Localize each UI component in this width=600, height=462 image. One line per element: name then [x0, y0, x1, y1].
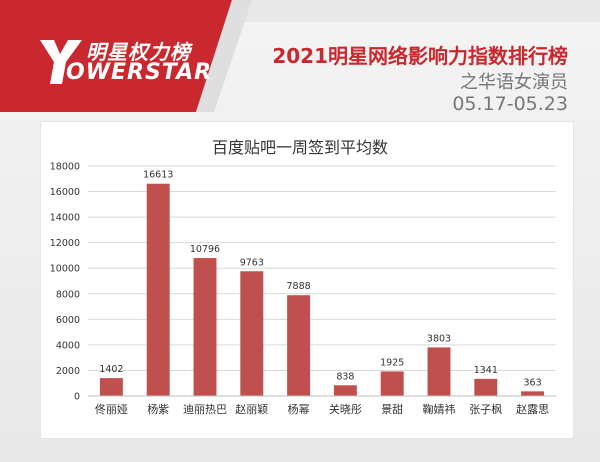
y-tick-label: 14000 [50, 213, 80, 224]
data-label: 16613 [143, 170, 173, 181]
logo-chinese-text: 明星权力榜 [86, 40, 191, 64]
data-label: 3803 [427, 333, 451, 344]
x-tick-label: 杨幂 [288, 402, 310, 416]
y-tick-label: 0 [74, 392, 80, 403]
x-tick-label: 关晓彤 [329, 402, 362, 416]
data-label: 1402 [99, 364, 123, 375]
x-tick-label: 景甜 [381, 403, 403, 416]
bar [427, 347, 451, 396]
data-label: 1925 [380, 357, 404, 368]
red-header-wedge [0, 0, 600, 112]
chart-title: 百度贴吧一周签到平均数 [211, 138, 388, 157]
bar [99, 378, 123, 396]
data-label: 9763 [240, 257, 264, 268]
y-tick-label: 8000 [56, 289, 80, 300]
y-tick-label: 10000 [50, 264, 80, 275]
bar [287, 295, 311, 396]
y-tick-label: 6000 [56, 315, 80, 326]
bar [521, 391, 545, 396]
x-tick-label: 杨紫 [147, 402, 169, 416]
logo-english-text: OWERSTAR [66, 60, 213, 85]
y-tick-label: 4000 [56, 340, 80, 351]
x-tick-label: 赵丽颖 [235, 402, 268, 416]
data-label: 838 [336, 371, 354, 382]
x-tick-label: 张子枫 [469, 402, 502, 416]
x-tick-label: 鞠婧祎 [423, 402, 456, 416]
bar [146, 183, 170, 396]
y-tick-label: 18000 [50, 162, 80, 173]
data-label: 7888 [287, 281, 311, 292]
bar [333, 385, 357, 396]
logo-y-icon [40, 40, 82, 84]
brand-logo: 明星权力榜 OWERSTAR [34, 36, 234, 88]
x-tick-label: 佟丽娅 [95, 402, 128, 416]
bar [474, 378, 498, 396]
data-label: 363 [524, 377, 542, 388]
data-label: 1341 [474, 365, 498, 376]
ranking-subtitle: 之华语女演员 [460, 72, 568, 93]
bar [193, 258, 217, 396]
y-tick-label: 12000 [50, 238, 80, 249]
bar [240, 271, 264, 396]
date-range: 05.17-05.23 [452, 93, 568, 115]
y-tick-label: 2000 [56, 366, 80, 377]
x-tick-label: 赵露思 [516, 402, 549, 416]
y-tick-label: 16000 [50, 187, 80, 198]
bar [380, 371, 404, 396]
x-tick-label: 迪丽热巴 [183, 403, 227, 416]
ranking-title: 2021明星网络影响力指数排行榜 [272, 44, 568, 68]
data-label: 10796 [190, 244, 220, 255]
